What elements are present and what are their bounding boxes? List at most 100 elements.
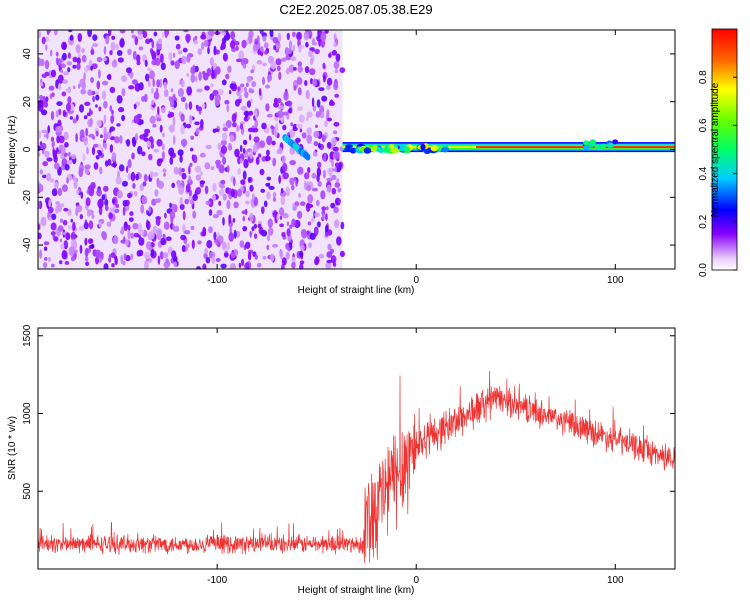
noise-speckle bbox=[327, 243, 332, 251]
noise-speckle bbox=[150, 49, 155, 57]
noise-speckle bbox=[222, 52, 228, 62]
noise-speckle bbox=[272, 37, 279, 44]
noise-speckle bbox=[339, 146, 343, 152]
noise-speckle bbox=[286, 100, 293, 107]
noise-speckle bbox=[297, 106, 303, 111]
noise-speckle bbox=[202, 263, 207, 269]
noise-speckle bbox=[95, 249, 101, 259]
noise-speckle bbox=[72, 241, 78, 250]
noise-speckle bbox=[185, 183, 191, 193]
noise-speckle bbox=[177, 88, 184, 97]
noise-speckle bbox=[64, 163, 70, 171]
noise-speckle bbox=[138, 46, 144, 51]
noise-speckle bbox=[246, 100, 251, 108]
noise-speckle bbox=[326, 84, 331, 90]
noise-speckle bbox=[331, 160, 334, 168]
noise-speckle bbox=[220, 179, 226, 185]
noise-speckle bbox=[172, 135, 176, 145]
colorbar-tick-label: 0.6 bbox=[698, 118, 709, 132]
noise-speckle bbox=[61, 184, 68, 193]
noise-speckle bbox=[278, 147, 283, 155]
noise-speckle bbox=[121, 88, 126, 97]
noise-speckle bbox=[119, 38, 125, 48]
noise-speckle bbox=[311, 41, 318, 46]
noise-speckle bbox=[148, 230, 155, 240]
noise-speckle bbox=[211, 72, 215, 80]
noise-speckle bbox=[257, 153, 262, 158]
noise-speckle bbox=[278, 175, 282, 184]
noise-speckle bbox=[122, 260, 126, 266]
noise-speckle bbox=[172, 227, 180, 233]
noise-speckle bbox=[281, 231, 286, 238]
noise-speckle bbox=[143, 174, 148, 182]
noise-speckle bbox=[140, 119, 144, 125]
noise-speckle bbox=[56, 101, 63, 106]
noise-speckle bbox=[79, 104, 84, 113]
noise-speckle bbox=[131, 30, 134, 34]
noise-speckle bbox=[331, 174, 337, 180]
noise-speckle bbox=[237, 86, 241, 92]
noise-speckle bbox=[132, 50, 137, 60]
noise-speckle bbox=[283, 91, 289, 101]
noise-speckle bbox=[56, 230, 61, 237]
noise-speckle bbox=[60, 63, 66, 69]
noise-speckle bbox=[72, 221, 76, 231]
noise-speckle bbox=[241, 258, 245, 267]
noise-speckle bbox=[299, 128, 303, 133]
signal-blob bbox=[430, 144, 439, 152]
noise-speckle bbox=[181, 244, 186, 253]
noise-speckle bbox=[330, 202, 336, 209]
noise-speckle bbox=[186, 86, 193, 96]
signal-blob bbox=[372, 144, 378, 151]
noise-speckle bbox=[41, 109, 48, 116]
noise-speckle bbox=[131, 152, 135, 160]
noise-speckle bbox=[142, 181, 147, 187]
noise-speckle bbox=[106, 74, 111, 80]
noise-speckle bbox=[157, 180, 164, 189]
noise-speckle bbox=[278, 207, 285, 216]
noise-speckle bbox=[232, 122, 237, 128]
noise-speckle bbox=[225, 120, 232, 128]
noise-speckle bbox=[145, 38, 151, 45]
noise-speckle bbox=[215, 159, 222, 166]
noise-speckle bbox=[116, 50, 123, 56]
signal-blob bbox=[390, 146, 399, 154]
noise-speckle bbox=[293, 85, 297, 91]
noise-speckle bbox=[177, 183, 181, 189]
noise-speckle bbox=[172, 224, 175, 231]
noise-speckle bbox=[259, 168, 265, 176]
noise-speckle bbox=[114, 208, 120, 214]
noise-speckle bbox=[303, 180, 307, 190]
noise-speckle bbox=[259, 30, 264, 35]
noise-speckle bbox=[170, 152, 176, 159]
noise-speckle bbox=[235, 230, 241, 238]
noise-speckle bbox=[317, 142, 321, 149]
noise-speckle bbox=[160, 53, 164, 63]
noise-speckle bbox=[89, 117, 93, 127]
noise-speckle bbox=[169, 210, 176, 220]
noise-speckle bbox=[194, 165, 201, 173]
noise-speckle bbox=[103, 100, 108, 109]
noise-speckle bbox=[313, 141, 319, 147]
noise-speckle bbox=[180, 113, 185, 122]
noise-speckle bbox=[242, 139, 248, 146]
noise-speckle bbox=[193, 40, 199, 45]
noise-speckle bbox=[336, 236, 342, 246]
noise-speckle bbox=[228, 90, 232, 95]
noise-speckle bbox=[85, 261, 90, 267]
noise-speckle bbox=[141, 195, 148, 205]
noise-speckle bbox=[169, 111, 175, 118]
noise-speckle bbox=[286, 221, 290, 227]
noise-speckle bbox=[81, 54, 87, 63]
noise-speckle bbox=[282, 172, 289, 180]
signal-band-core bbox=[475, 146, 675, 149]
noise-speckle bbox=[281, 257, 287, 266]
noise-speckle bbox=[249, 231, 252, 238]
noise-speckle bbox=[117, 57, 124, 63]
noise-speckle bbox=[67, 30, 73, 33]
noise-speckle bbox=[228, 214, 232, 224]
noise-speckle bbox=[84, 164, 91, 170]
noise-speckle bbox=[261, 230, 268, 237]
signal-blob bbox=[608, 142, 615, 148]
